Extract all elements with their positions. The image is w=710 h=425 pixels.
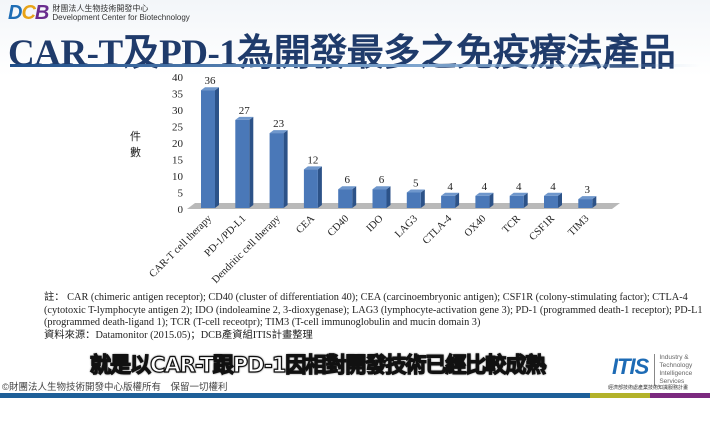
data-label: 6 (344, 174, 350, 186)
bar (338, 189, 353, 208)
y-axis-label: 件數 (130, 130, 141, 159)
bar-top (578, 196, 597, 200)
data-label: 4 (550, 181, 556, 193)
x-tick-label: IDO (365, 213, 386, 234)
x-tick-label: CEA (294, 213, 317, 236)
itis-logo-mark: ITIS (612, 354, 649, 379)
bar-side (489, 192, 494, 208)
bar-side (283, 130, 288, 208)
bar (544, 195, 558, 208)
bar-side (249, 116, 254, 208)
bar-top (441, 192, 460, 196)
x-tick-label: TCR (501, 213, 523, 235)
itis-line: Technology (659, 362, 693, 369)
bar-top (235, 116, 254, 120)
bar-side (420, 189, 425, 208)
y-tick-label: 5 (178, 188, 184, 200)
bar-side (352, 186, 357, 208)
data-label: 4 (447, 181, 453, 193)
x-tick-label: LAG3 (393, 213, 420, 240)
data-label: 4 (516, 181, 522, 193)
source-note: 資料來源：Datamonitor (2015.05)；DCB產資組ITIS計畫整… (44, 329, 313, 341)
itis-subtitle: 經濟部技術處產業技術知識服務計畫 (608, 385, 689, 391)
data-label: 23 (273, 118, 285, 130)
dcb-logo: DCB 財團法人生物技術開發中心 Development Center for … (8, 3, 190, 23)
bar (372, 189, 387, 208)
data-label: 36 (205, 75, 217, 87)
x-tick-label: CTLA-4 (421, 213, 455, 247)
x-tick-label: CD40 (326, 213, 352, 239)
copyright-text: ©財團法人生物技術開發中心版權所有 保留一切權利 (2, 382, 228, 393)
slide-title: CAR-T及PD-1為開發最多之免疫療法產品 (8, 33, 676, 74)
org-name-en: Development Center for Biotechnology (52, 13, 190, 22)
bar (235, 119, 250, 208)
bar-top (509, 192, 528, 196)
bar-top (338, 186, 357, 190)
bar-top (406, 189, 425, 193)
abbreviation-note: 註： CAR (chimeric antigen receptor); CD40… (44, 292, 703, 328)
org-name-zh: 財團法人生物技術開發中心 (52, 4, 149, 13)
title-underline (10, 64, 700, 67)
bar-side (455, 192, 460, 208)
data-label: 3 (585, 184, 591, 196)
bar-top (269, 130, 288, 134)
data-label: 6 (379, 174, 385, 186)
itis-logo: ITIS Industry & Technology Intelligence … (612, 354, 692, 386)
bar-side (215, 87, 219, 208)
bar-top (201, 87, 219, 91)
y-tick-label: 15 (172, 155, 184, 167)
itis-line: Services (659, 378, 685, 385)
bar (406, 192, 421, 208)
data-label: 12 (307, 154, 318, 166)
bar-side (523, 192, 528, 208)
y-tick-label: 20 (172, 138, 184, 150)
bar (475, 195, 490, 208)
bar-side (558, 192, 562, 208)
footer-band (0, 393, 710, 398)
x-tick-label: OX40 (463, 213, 489, 239)
video-subtitle: 就是以CAR-T跟PD-1因相對開發技術已經比較成熟 (89, 352, 547, 377)
data-label: 27 (239, 105, 251, 117)
bar-side (386, 186, 391, 208)
y-tick-label: 35 (172, 89, 184, 101)
data-label: 5 (413, 178, 419, 190)
x-tick-label: TIM3 (566, 213, 591, 238)
y-tick-label: 25 (172, 122, 184, 134)
x-tick-label: Dendritic cell therapy (210, 213, 283, 286)
bar-side (592, 196, 597, 208)
bar (201, 90, 215, 208)
bar (269, 133, 284, 208)
bar (578, 199, 593, 208)
bar (303, 169, 318, 208)
data-label: 4 (482, 181, 488, 193)
y-tick-label: 30 (172, 105, 184, 117)
y-tick-label: 10 (172, 171, 184, 183)
bar-top (372, 186, 391, 190)
y-tick-label: 0 (178, 204, 184, 216)
x-tick-label: CAR-T cell therapy (148, 213, 215, 280)
bar-top (475, 192, 494, 196)
y-tick-label: 40 (172, 72, 184, 84)
bar-top (303, 166, 322, 170)
bar-top (544, 192, 562, 196)
itis-line: Industry & (659, 354, 689, 361)
bar-side (317, 166, 322, 208)
notes: 註： CAR (chimeric antigen receptor); CD40… (44, 292, 704, 342)
dcb-logo-mark: DCB (8, 2, 49, 24)
itis-line: Intelligence (659, 370, 693, 377)
x-tick-label: CSF1R (527, 213, 557, 243)
bar (441, 195, 456, 208)
bar (509, 195, 524, 208)
